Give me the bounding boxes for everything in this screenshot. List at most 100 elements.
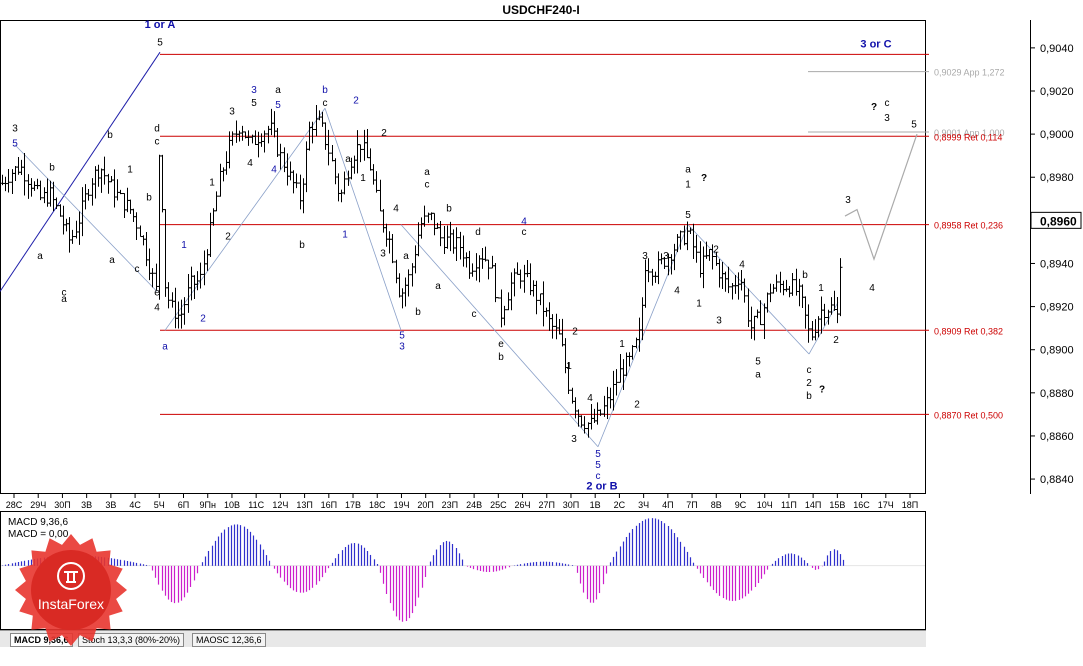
x-tick-label: 17Ч — [878, 500, 894, 510]
fib-level-label: 0,8870 Ret 0,500 — [934, 410, 1003, 420]
projection-path — [844, 133, 918, 262]
wave-label: 3 — [399, 341, 405, 352]
wave-label: 4 — [739, 259, 745, 270]
tab-stoch[interactable]: Stoch 13,3,3 (80%-20%) — [78, 633, 185, 647]
wave-label: e — [498, 339, 504, 350]
current-price-label: 0,8960 — [1040, 214, 1077, 228]
x-tick-label: 20П — [417, 500, 433, 510]
x-tick-label: 7П — [686, 500, 697, 510]
wave-label: 5 — [595, 460, 601, 471]
x-tick-label: 30П — [54, 500, 70, 510]
wave-label: 5 — [685, 210, 691, 221]
y-tick-label: 0,9040 — [1040, 43, 1074, 55]
wave-label: 1 — [181, 240, 187, 251]
wave-label: 4 — [587, 393, 593, 404]
wave-label: 5 — [157, 37, 163, 48]
wave-label: ? — [819, 385, 825, 396]
wave-label: 1 — [127, 165, 133, 176]
y-tick-label: 0,9020 — [1040, 86, 1074, 98]
wave-label: b — [498, 352, 504, 363]
x-tick-label: 11C — [248, 500, 264, 510]
macd-label-1: MACD 9,36,6 — [8, 517, 68, 528]
wave-label: a — [685, 165, 691, 176]
wave-label: b — [322, 85, 328, 96]
wave-label: 2 — [833, 335, 839, 346]
wave-label: a — [403, 251, 409, 262]
wave-label: 1 — [619, 339, 625, 350]
y-tick-label: 0,8880 — [1040, 388, 1074, 400]
x-tick-label: 14П — [805, 500, 821, 510]
y-tick-label: 0,8920 — [1040, 302, 1074, 314]
wave-label: 4 — [521, 216, 527, 227]
wave-label: 5 — [911, 119, 917, 130]
fib-level-label: 0,9001 App 1,000 — [934, 128, 1005, 138]
wave-label: 2 or B — [586, 481, 617, 493]
wave-label: 2 — [200, 313, 206, 324]
wave-label: b — [446, 203, 452, 214]
x-tick-label: 24B — [466, 500, 482, 510]
x-tick-label: 23П — [442, 500, 458, 510]
wave-label: c — [472, 309, 477, 320]
x-tick-label: 17B — [345, 500, 361, 510]
wave-label: a — [424, 167, 430, 178]
wave-label: 5 — [275, 100, 281, 111]
x-tick-label: 19Ч — [393, 500, 409, 510]
wave-label: d — [154, 124, 160, 135]
fib-level-label: 0,9029 App 1,272 — [934, 68, 1005, 78]
wave-label: 5 — [251, 98, 257, 109]
wave-label: 3 — [251, 85, 257, 96]
x-tick-label: 30П — [563, 500, 579, 510]
wave-label: b — [107, 130, 113, 141]
wave-label: ? — [701, 173, 707, 184]
wave-label: 4 — [869, 283, 875, 294]
fib-level-label: 0,8909 Ret 0,382 — [934, 326, 1003, 336]
y-tick-label: 0,8940 — [1040, 258, 1074, 270]
x-tick-label: 12Ч — [272, 500, 288, 510]
wave-label: 3 — [12, 124, 18, 135]
x-tick-label: 5Ч — [154, 500, 165, 510]
wave-label: 5 — [399, 331, 405, 342]
wave-label: c — [135, 264, 140, 275]
x-tick-label: 29Ч — [30, 500, 46, 510]
wave-label: 1 — [342, 229, 348, 240]
wave-label: 4 — [271, 165, 277, 176]
wave-label: 5 — [755, 356, 761, 367]
wave-label: 1 — [685, 180, 691, 191]
x-tick-label: 26Ч — [515, 500, 531, 510]
x-tick-label: 3Ч — [638, 500, 649, 510]
x-tick-label: 10B — [224, 500, 240, 510]
tab-maosc[interactable]: MAOSC 12,36,6 — [192, 633, 266, 647]
x-tick-label: 25C — [490, 500, 507, 510]
chart-title: USDCHF240-I — [502, 3, 579, 17]
wave-label: 5 — [595, 449, 601, 460]
x-tick-label: 8B — [711, 500, 722, 510]
wave-line — [324, 108, 402, 331]
macd-label-2: MACD = 0,00 — [8, 529, 69, 540]
x-tick-label: 10Ч — [757, 500, 773, 510]
wave-label: a — [162, 341, 168, 352]
y-tick-label: 0,8840 — [1040, 474, 1074, 486]
wave-label: a — [755, 369, 761, 380]
y-tick-label: 0,8900 — [1040, 345, 1074, 357]
x-tick-label: 16П — [321, 500, 337, 510]
wave-label: 3 — [845, 195, 851, 206]
wave-label: c — [596, 471, 601, 482]
wave-label: a — [37, 251, 43, 262]
wave-label: a — [61, 294, 67, 305]
wave-label: 3 — [716, 316, 722, 327]
wave-label: b — [146, 193, 152, 204]
wave-label: 3 — [663, 251, 669, 262]
wave-label: 2 — [713, 244, 719, 255]
current-price-box — [1030, 211, 1082, 229]
wave-label: c — [323, 98, 328, 109]
macd-panel — [0, 511, 926, 630]
wave-label: 4 — [393, 203, 399, 214]
wave-label: b — [415, 307, 421, 318]
instaforex-logo: InstaForex — [15, 534, 127, 646]
x-tick-label: 9Пн — [200, 500, 216, 510]
wave-label: 4 — [674, 285, 680, 296]
wave-label: b — [49, 162, 55, 173]
wave-label: b — [806, 391, 812, 402]
wave-label: 5 — [12, 139, 18, 150]
